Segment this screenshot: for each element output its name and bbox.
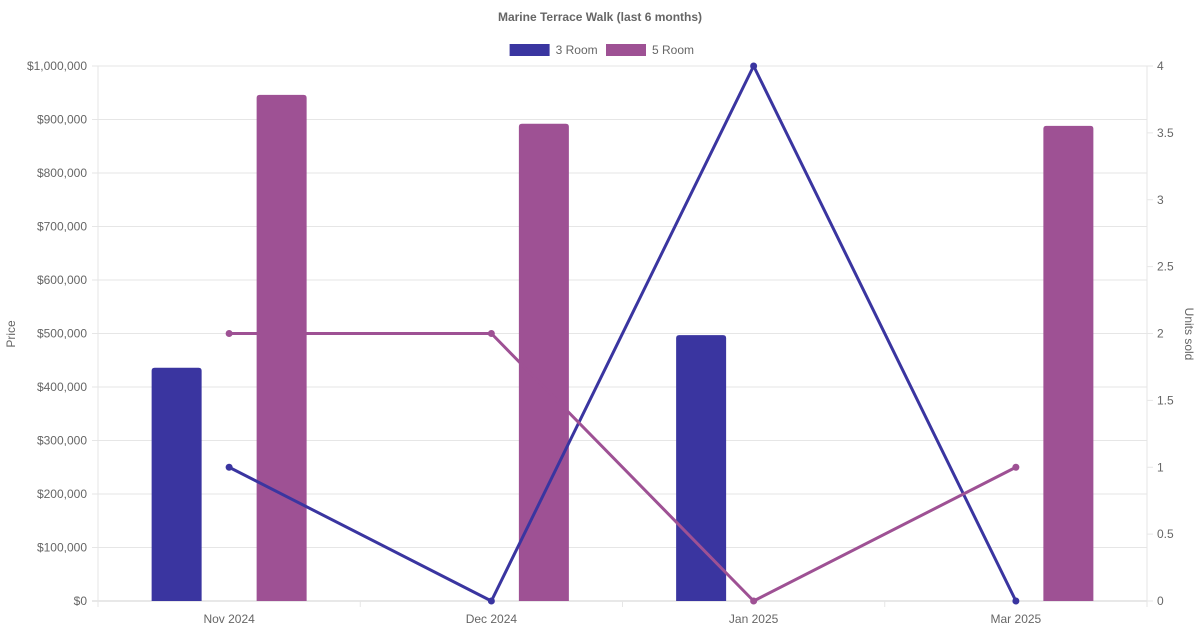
bars [151, 94, 1094, 602]
line-point [225, 463, 233, 471]
bar [1043, 125, 1094, 602]
legend-swatch [509, 44, 550, 56]
y-left-tick-label: $0 [74, 594, 88, 608]
y-right-tick-label: 1 [1157, 460, 1164, 474]
y-right-tick-label: 2.5 [1157, 260, 1174, 274]
y-left-tick-label: $1,000,000 [27, 59, 87, 73]
legend-label: 5 Room [652, 43, 694, 57]
y-axis-left-label: Price [4, 320, 18, 348]
x-tick-label: Dec 2024 [466, 612, 518, 626]
chart-title: Marine Terrace Walk (last 6 months) [498, 10, 702, 24]
x-tick-label: Jan 2025 [729, 612, 779, 626]
y-right-tick-label: 0.5 [1157, 527, 1174, 541]
y-left-tick-label: $200,000 [37, 487, 87, 501]
x-tick-label: Mar 2025 [991, 612, 1042, 626]
y-right-tick-label: 3 [1157, 193, 1164, 207]
legend: 3 Room 5 Room [509, 43, 694, 57]
y-right-tick-label: 0 [1157, 594, 1164, 608]
y-left-tick-label: $700,000 [37, 220, 87, 234]
bar [676, 335, 727, 601]
y-right-tick-label: 4 [1157, 59, 1164, 73]
y-left-tick-label: $800,000 [37, 166, 87, 180]
bar [151, 367, 202, 601]
y-left-tick-label: $100,000 [37, 541, 87, 555]
line-series [228, 64, 1018, 603]
line-point [750, 597, 758, 605]
line-point [225, 330, 233, 337]
legend-swatch [606, 44, 646, 56]
lines [225, 62, 1020, 605]
legend-label: 3 Room [556, 43, 598, 57]
line-point [487, 330, 495, 337]
y-right-tick-label: 2 [1157, 327, 1164, 341]
y-left-tick-label: $300,000 [37, 434, 87, 448]
line-point [1012, 463, 1020, 471]
y-left-tick-label: $400,000 [37, 380, 87, 394]
bar [518, 123, 569, 601]
axes: $0 $100,000 $200,000 $300,000 $400,000 $500,0… [27, 59, 1174, 626]
y-left-tick-label: $600,000 [37, 273, 87, 287]
line-point [1012, 597, 1020, 605]
line-series [229, 332, 1017, 603]
y-axis-right-label: Units sold [1182, 308, 1196, 361]
bar [256, 94, 307, 601]
y-left-tick-label: $900,000 [37, 113, 87, 127]
line-point [487, 597, 495, 605]
y-right-tick-label: 3.5 [1157, 126, 1174, 140]
line-point [750, 62, 758, 70]
y-right-tick-label: 1.5 [1157, 393, 1174, 407]
x-tick-label: Nov 2024 [203, 612, 255, 626]
y-left-tick-label: $500,000 [37, 327, 87, 341]
